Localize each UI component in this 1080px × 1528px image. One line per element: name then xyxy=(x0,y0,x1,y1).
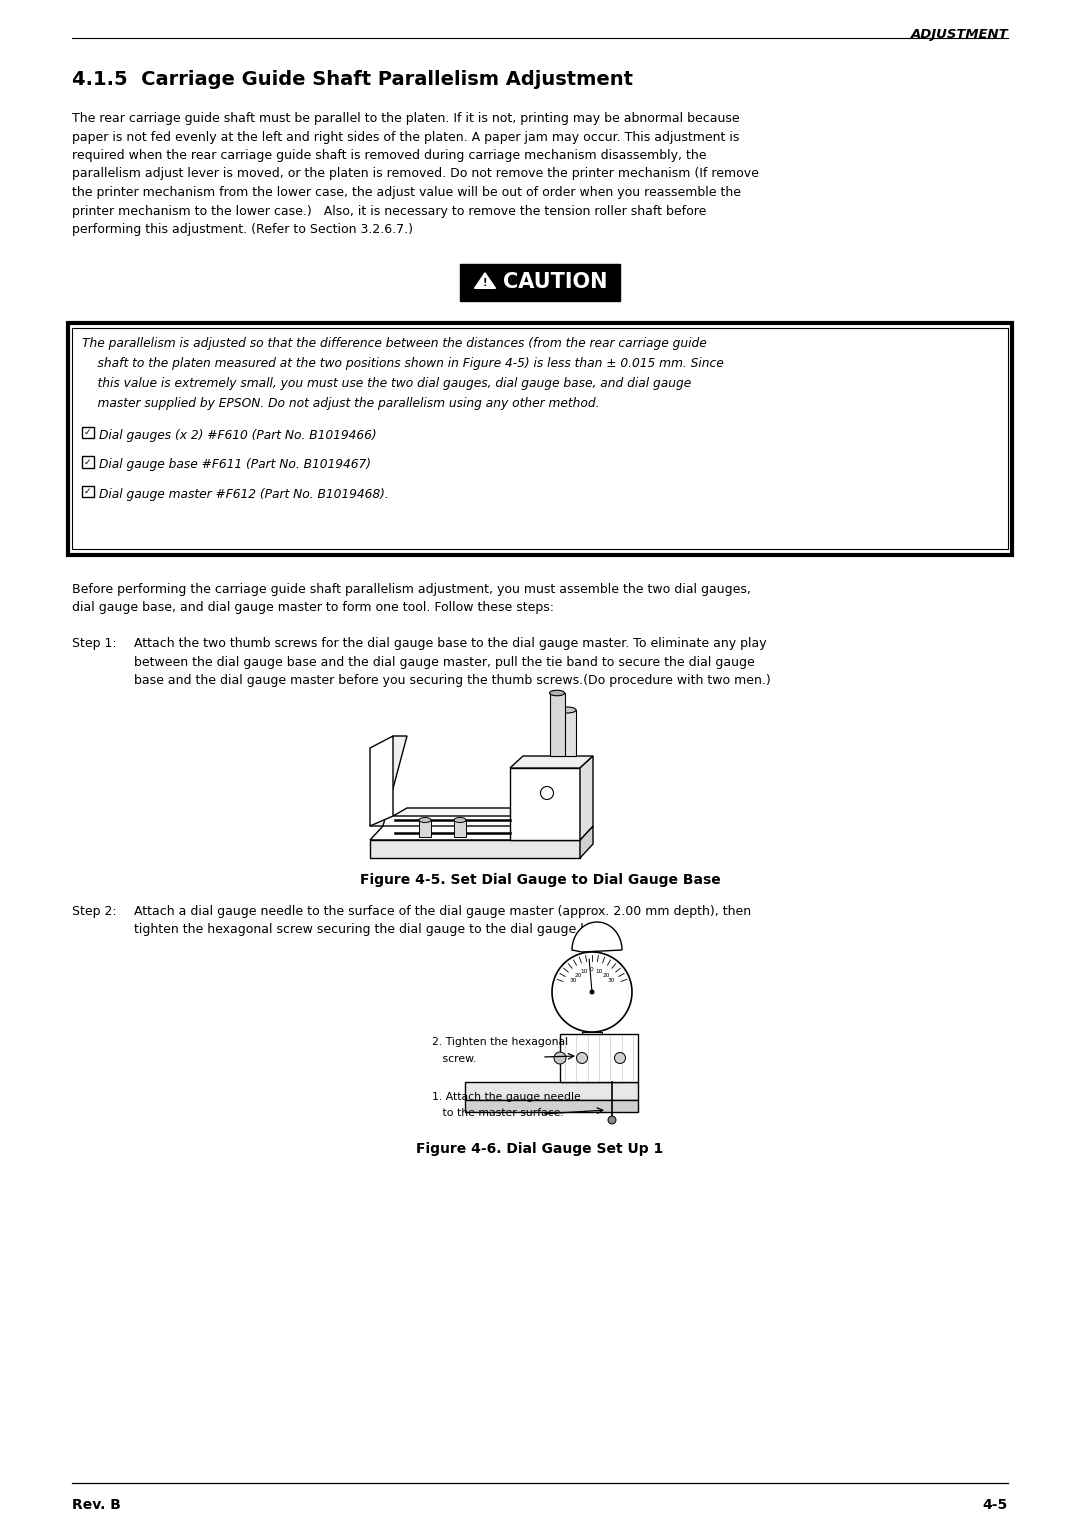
Polygon shape xyxy=(561,1034,638,1082)
Text: Figure 4-5. Set Dial Gauge to Dial Gauge Base: Figure 4-5. Set Dial Gauge to Dial Gauge… xyxy=(360,872,720,886)
Polygon shape xyxy=(558,711,576,756)
Text: ADJUSTMENT: ADJUSTMENT xyxy=(910,28,1008,41)
Circle shape xyxy=(577,1053,588,1063)
Circle shape xyxy=(540,787,554,799)
Text: 4.1.5  Carriage Guide Shaft Parallelism Adjustment: 4.1.5 Carriage Guide Shaft Parallelism A… xyxy=(72,70,633,89)
Polygon shape xyxy=(474,274,496,289)
Polygon shape xyxy=(465,1100,638,1112)
Polygon shape xyxy=(580,756,593,840)
Text: required when the rear carriage guide shaft is removed during carriage mechanism: required when the rear carriage guide sh… xyxy=(72,150,706,162)
Bar xyxy=(68,322,1012,555)
Circle shape xyxy=(590,990,594,993)
Text: this value is extremely small, you must use the two dial gauges, dial gauge base: this value is extremely small, you must … xyxy=(82,377,691,390)
Text: the printer mechanism from the lower case, the adjust value will be out of order: the printer mechanism from the lower cas… xyxy=(72,186,741,199)
Polygon shape xyxy=(572,921,622,952)
Text: Rev. B: Rev. B xyxy=(72,1497,121,1513)
Text: paper is not fed evenly at the left and right sides of the platen. A paper jam m: paper is not fed evenly at the left and … xyxy=(72,130,740,144)
Text: performing this adjustment. (Refer to Section 3.2.6.7.): performing this adjustment. (Refer to Se… xyxy=(72,223,413,235)
Text: shaft to the platen measured at the two positions shown in Figure 4-5) is less t: shaft to the platen measured at the two … xyxy=(82,358,724,370)
Bar xyxy=(82,457,94,468)
Polygon shape xyxy=(370,840,580,859)
Text: Step 2:: Step 2: xyxy=(72,905,117,918)
Ellipse shape xyxy=(550,691,565,695)
Text: 20: 20 xyxy=(575,973,582,978)
Text: screw.: screw. xyxy=(432,1053,476,1063)
Text: Dial gauges (x 2) #F610 (Part No. B1019466): Dial gauges (x 2) #F610 (Part No. B10194… xyxy=(99,429,377,442)
Text: Dial gauge master #F612 (Part No. B1019468).: Dial gauge master #F612 (Part No. B10194… xyxy=(99,487,389,501)
Circle shape xyxy=(554,1051,566,1063)
Text: tighten the hexagonal screw securing the dial gauge to the dial gauge base.: tighten the hexagonal screw securing the… xyxy=(134,923,615,937)
Text: parallelism adjust lever is moved, or the platen is removed. Do not remove the p: parallelism adjust lever is moved, or th… xyxy=(72,168,759,180)
Text: between the dial gauge base and the dial gauge master, pull the tie band to secu: between the dial gauge base and the dial… xyxy=(134,656,755,669)
Text: 1. Attach the gauge needle: 1. Attach the gauge needle xyxy=(432,1093,581,1102)
Text: The rear carriage guide shaft must be parallel to the platen. If it is not, prin: The rear carriage guide shaft must be pa… xyxy=(72,112,740,125)
Circle shape xyxy=(552,952,632,1031)
Polygon shape xyxy=(393,808,525,816)
Bar xyxy=(460,263,620,301)
Polygon shape xyxy=(465,1082,638,1100)
Text: ✓: ✓ xyxy=(84,487,92,497)
Polygon shape xyxy=(370,736,393,827)
Text: Attach a dial gauge needle to the surface of the dial gauge master (approx. 2.00: Attach a dial gauge needle to the surfac… xyxy=(134,905,751,918)
Polygon shape xyxy=(370,736,407,827)
Text: ✓: ✓ xyxy=(84,428,92,437)
Polygon shape xyxy=(510,756,593,769)
Text: The parallelism is adjusted so that the difference between the distances (from t: The parallelism is adjusted so that the … xyxy=(82,338,706,350)
Polygon shape xyxy=(419,821,431,837)
Circle shape xyxy=(608,1115,616,1125)
Text: Dial gauge base #F611 (Part No. B1019467): Dial gauge base #F611 (Part No. B1019467… xyxy=(99,458,372,471)
Polygon shape xyxy=(550,694,565,756)
Bar xyxy=(72,329,1008,549)
Text: 2. Tighten the hexagonal: 2. Tighten the hexagonal xyxy=(432,1038,568,1047)
Text: 4-5: 4-5 xyxy=(983,1497,1008,1513)
Circle shape xyxy=(615,1053,625,1063)
Text: !: ! xyxy=(483,278,487,287)
Bar xyxy=(82,486,94,498)
Ellipse shape xyxy=(419,817,431,822)
Text: dial gauge base, and dial gauge master to form one tool. Follow these steps:: dial gauge base, and dial gauge master t… xyxy=(72,601,554,614)
Text: Attach the two thumb screws for the dial gauge base to the dial gauge master. To: Attach the two thumb screws for the dial… xyxy=(134,637,767,651)
Text: 30: 30 xyxy=(607,978,615,984)
Polygon shape xyxy=(580,827,593,859)
Text: 20: 20 xyxy=(603,973,610,978)
Text: 30: 30 xyxy=(569,978,577,984)
Polygon shape xyxy=(454,821,465,837)
Bar xyxy=(82,426,94,439)
Polygon shape xyxy=(510,769,580,840)
Text: Before performing the carriage guide shaft parallelism adjustment, you must asse: Before performing the carriage guide sha… xyxy=(72,582,751,596)
Ellipse shape xyxy=(454,817,465,822)
Text: 10: 10 xyxy=(581,969,589,973)
Text: ✓: ✓ xyxy=(84,458,92,466)
Text: master supplied by EPSON. Do not adjust the parallelism using any other method.: master supplied by EPSON. Do not adjust … xyxy=(82,397,599,410)
Text: to the master surface.: to the master surface. xyxy=(432,1108,564,1118)
Ellipse shape xyxy=(558,707,576,714)
Text: CAUTION: CAUTION xyxy=(503,272,607,292)
Text: 10: 10 xyxy=(596,969,604,973)
Text: 0: 0 xyxy=(590,967,594,972)
Polygon shape xyxy=(370,827,593,840)
Polygon shape xyxy=(582,1031,602,1034)
Text: printer mechanism to the lower case.)   Also, it is necessary to remove the tens: printer mechanism to the lower case.) Al… xyxy=(72,205,706,217)
Text: Step 1:: Step 1: xyxy=(72,637,117,651)
Text: Figure 4-6. Dial Gauge Set Up 1: Figure 4-6. Dial Gauge Set Up 1 xyxy=(417,1141,663,1157)
Text: base and the dial gauge master before you securing the thumb screws.(Do procedur: base and the dial gauge master before yo… xyxy=(134,674,771,688)
